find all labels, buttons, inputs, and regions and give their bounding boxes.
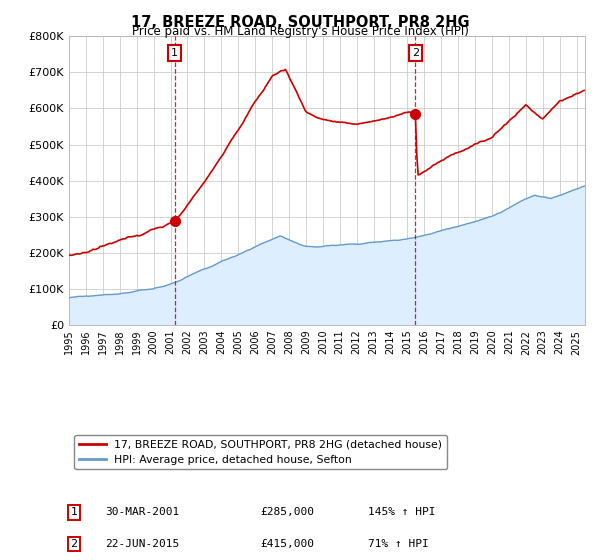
Text: £415,000: £415,000 — [260, 539, 314, 549]
Text: 71% ↑ HPI: 71% ↑ HPI — [368, 539, 429, 549]
Text: 2: 2 — [71, 539, 78, 549]
Text: 30-MAR-2001: 30-MAR-2001 — [105, 507, 179, 517]
Text: Price paid vs. HM Land Registry's House Price Index (HPI): Price paid vs. HM Land Registry's House … — [131, 25, 469, 38]
Text: 22-JUN-2015: 22-JUN-2015 — [105, 539, 179, 549]
Text: 17, BREEZE ROAD, SOUTHPORT, PR8 2HG: 17, BREEZE ROAD, SOUTHPORT, PR8 2HG — [131, 15, 469, 30]
Text: 1: 1 — [171, 48, 178, 58]
Text: 2: 2 — [412, 48, 419, 58]
Text: £285,000: £285,000 — [260, 507, 314, 517]
Text: 1: 1 — [71, 507, 77, 517]
Text: 145% ↑ HPI: 145% ↑ HPI — [368, 507, 436, 517]
Legend: 17, BREEZE ROAD, SOUTHPORT, PR8 2HG (detached house), HPI: Average price, detach: 17, BREEZE ROAD, SOUTHPORT, PR8 2HG (det… — [74, 435, 447, 469]
